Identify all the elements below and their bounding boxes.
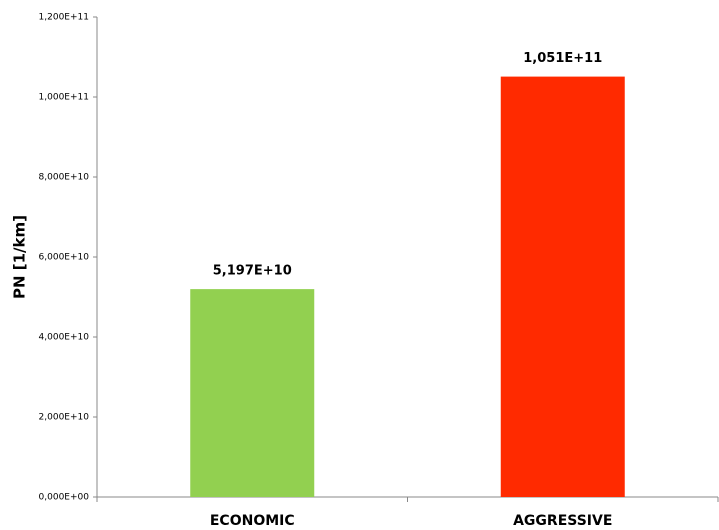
value-label: 1,051E+11: [523, 51, 602, 66]
bar: [500, 76, 625, 497]
y-tick-label: 8,000E+10: [39, 173, 90, 183]
y-axis-label: PN [1/km]: [11, 215, 29, 299]
y-tick-label: 6,000E+10: [39, 253, 90, 263]
value-label: 5,197E+10: [213, 264, 292, 279]
y-tick-label: 2,000E+10: [39, 413, 90, 423]
y-tick-label: 0,000E+00: [39, 493, 90, 503]
x-tick-label: AGGRESSIVE: [513, 513, 612, 529]
bar: [190, 289, 315, 497]
y-tick-label: 1,200E+11: [39, 13, 89, 23]
y-tick-label: 4,000E+10: [39, 333, 90, 343]
y-tick-label: 1,000E+11: [39, 93, 89, 103]
x-tick-label: ECONOMIC: [210, 513, 295, 529]
